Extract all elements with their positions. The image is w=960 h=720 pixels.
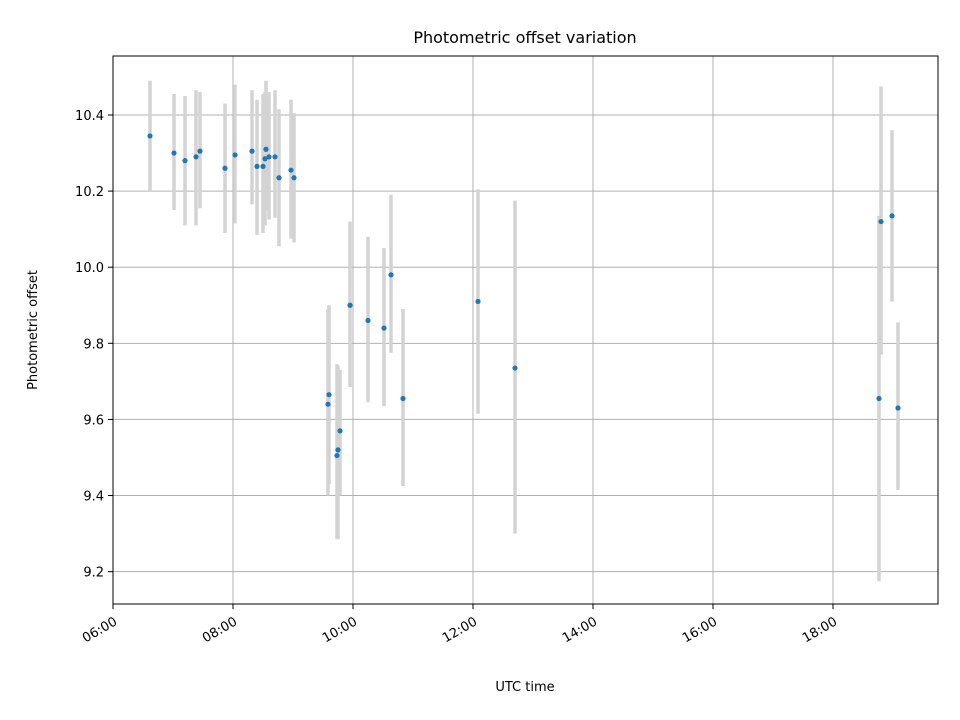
data-point	[288, 167, 294, 173]
data-point	[325, 401, 331, 407]
x-axis-label: UTC time	[495, 680, 554, 695]
grid	[112, 56, 938, 604]
data-point	[895, 405, 901, 411]
data-point	[147, 133, 153, 139]
data-point	[347, 302, 353, 308]
data-point	[249, 148, 255, 154]
data-point	[388, 272, 394, 278]
x-tick-label: 10:00	[320, 614, 360, 646]
data-point	[266, 154, 272, 160]
y-tick-label: 10.0	[75, 261, 104, 276]
data-point	[263, 146, 269, 152]
y-tick-label: 9.8	[83, 337, 104, 352]
data-point	[232, 152, 238, 158]
data-point	[475, 298, 481, 305]
data-point	[878, 218, 884, 225]
x-tick-label: 18:00	[800, 614, 840, 646]
x-tick-label: 08:00	[200, 614, 240, 646]
x-tick-label: 06:00	[80, 614, 120, 646]
data-point	[276, 175, 282, 181]
data-point	[193, 154, 199, 160]
x-tick-label: 12:00	[440, 614, 480, 646]
y-tick-label: 9.4	[83, 490, 104, 505]
plot-frame	[112, 55, 939, 605]
y-tick-label: 10.4	[75, 109, 104, 124]
data-point	[262, 156, 268, 162]
data-point	[512, 365, 518, 371]
data-point	[291, 175, 297, 181]
x-tick-label: 16:00	[680, 614, 720, 646]
data-point	[889, 213, 895, 219]
data-point	[222, 165, 228, 171]
data-point	[337, 428, 343, 434]
data-point	[197, 148, 203, 154]
data-point	[400, 395, 406, 402]
y-tick-label: 9.2	[83, 566, 104, 581]
y-tick-label: 10.2	[75, 185, 104, 200]
data-point	[365, 317, 371, 324]
x-tick-label: 14:00	[560, 614, 600, 646]
data-point	[272, 154, 278, 160]
data-point	[254, 163, 260, 169]
error-bars	[148, 80, 900, 582]
data-point	[326, 392, 332, 398]
data-point	[260, 163, 266, 169]
data-points	[147, 133, 901, 459]
axis-ticks: 06:00 08:00 10:00 12:00 14:00 16:00 18:00 9.2 9.…	[75, 109, 840, 646]
chart-title: Photometric offset variation	[413, 28, 636, 47]
y-axis-label: Photometric offset	[26, 270, 41, 390]
data-point	[334, 452, 340, 459]
data-point	[335, 447, 341, 453]
data-point	[381, 325, 387, 331]
data-point	[182, 158, 188, 164]
y-tick-label: 9.6	[83, 413, 104, 428]
data-point	[171, 150, 177, 156]
data-point	[876, 395, 882, 402]
